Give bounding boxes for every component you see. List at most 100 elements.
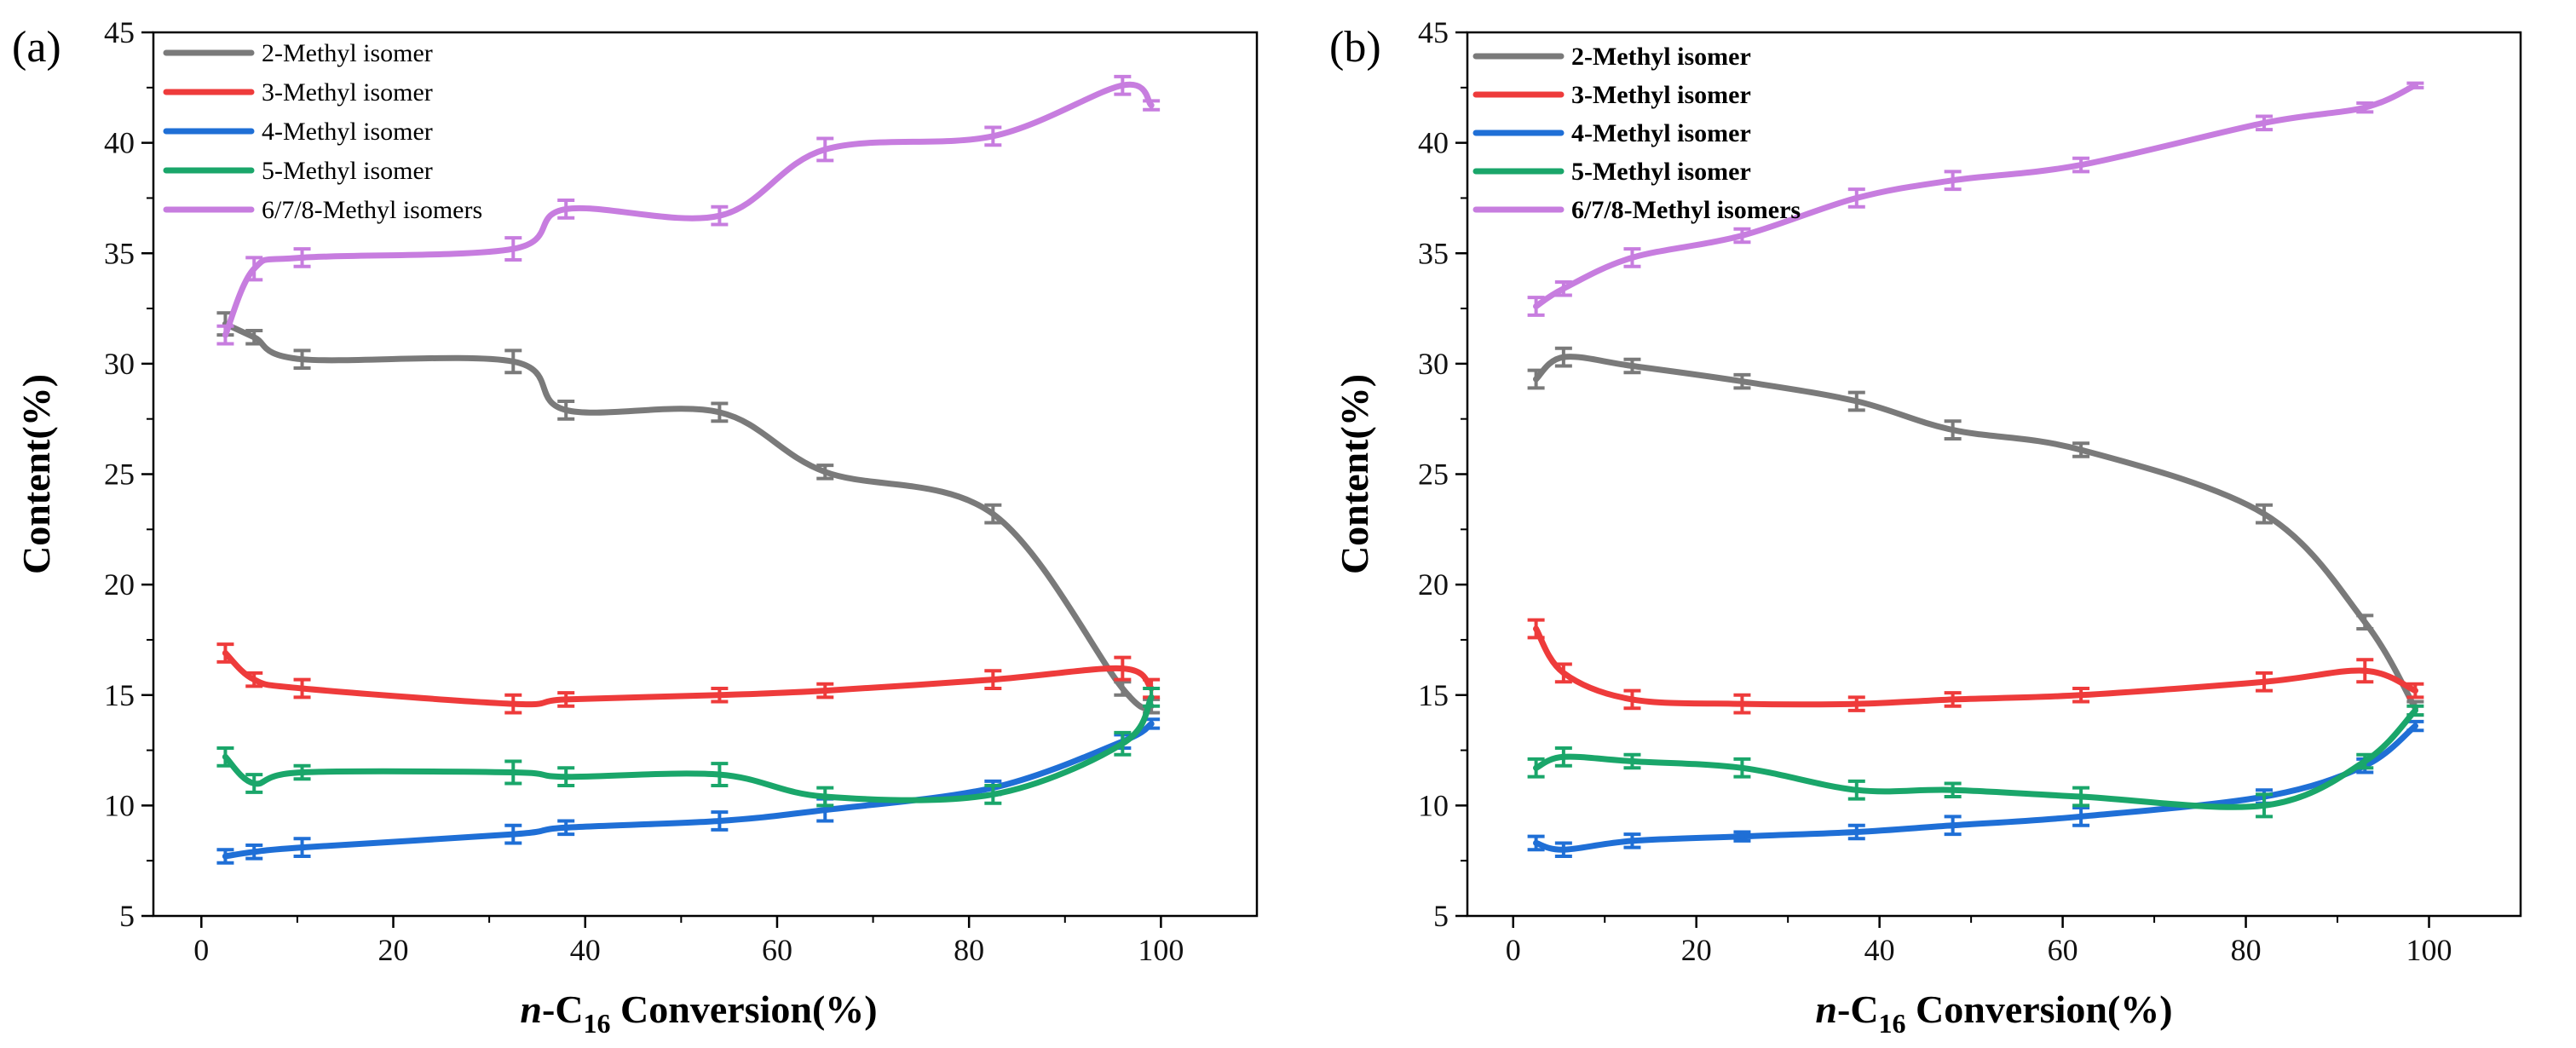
data-point [821,146,828,153]
data-point [1950,696,1956,703]
y-axis-title: Content(%) [14,374,58,574]
data-point [1853,828,1860,835]
x-axis-title-sub: 16 [1879,1008,1906,1039]
data-point [1738,233,1745,239]
data-point [716,212,723,219]
data-point [251,849,257,855]
data-point [1533,376,1540,383]
series-0 [216,311,1161,715]
data-point [2078,692,2084,699]
data-point [2261,802,2268,809]
data-point [2412,723,2418,729]
data-point [2261,678,2268,685]
data-point [1119,740,1126,747]
data-point [299,254,306,261]
data-point [1628,758,1635,765]
legend-label: 4-Methyl isomer [1571,119,1751,147]
data-point [821,469,828,475]
legend-label: 2-Methyl isomer [1571,43,1751,71]
data-point [1738,833,1745,840]
y-tick-label: 10 [1418,788,1449,822]
data-point [1560,753,1567,760]
y-tick-label: 40 [1418,126,1449,160]
data-point [989,133,996,140]
data-point [821,793,828,800]
data-point [562,824,569,831]
data-point [1950,786,1956,793]
data-point [2361,667,2368,674]
data-point [1628,696,1635,703]
data-point [1560,846,1567,853]
y-tick-label: 10 [104,788,135,822]
data-point [716,818,723,825]
series-3 [1527,704,2424,819]
x-axis-title-sep: -C [542,988,584,1031]
data-point [2361,758,2368,765]
data-point [1560,354,1567,360]
y-tick-label: 15 [1418,678,1449,712]
x-axis-title: n-C16 Conversion(%) [520,988,877,1039]
data-point [251,780,257,786]
data-point [2261,510,2268,517]
panel-b: 0 20 40 60 80 100 5 10 15 20 25 30 35 40 45 n-C16 Conve… [1329,15,2522,1039]
data-point [1853,194,1860,201]
series-line [1533,82,2418,309]
data-point [2261,119,2268,126]
data-point [1560,285,1567,292]
data-point [1738,378,1745,385]
data-point [2361,619,2368,625]
legend-label: 6/7/8-Methyl isomers [1571,196,1801,224]
data-point [2078,446,2084,453]
data-point [562,406,569,413]
data-point [222,753,228,760]
data-point [821,807,828,814]
series-line [1533,625,2418,708]
data-point [1738,764,1745,771]
data-point [1148,720,1155,727]
panel-a: 0 20 40 60 80 100 5 10 15 20 25 30 35 40 45 n-C16 Conve… [12,15,1259,1039]
data-point [1628,254,1635,261]
data-point [2078,813,2084,820]
data-point [562,205,569,212]
legend-label: 6/7/8-Methyl isomers [262,196,482,224]
series-4 [216,74,1161,346]
y-tick-label: 35 [1418,236,1449,270]
data-point [989,677,996,683]
legend-label: 3-Methyl isomer [1571,81,1751,109]
data-point [2412,82,2418,89]
legend-label: 3-Methyl isomer [262,78,433,107]
data-point [299,685,306,692]
data-point [2412,688,2418,694]
data-point [1533,764,1540,771]
y-tick-label: 20 [104,567,135,602]
data-point [1853,700,1860,707]
data-point [562,774,569,780]
data-point [1628,838,1635,844]
y-tick-label: 15 [104,678,135,712]
x-axis-title-suffix: Conversion(%) [1906,988,2173,1031]
data-point [299,356,306,363]
x-axis-title: n-C16 Conversion(%) [1815,988,2172,1039]
y-tick-label: 35 [104,236,135,270]
y-tick-label: 5 [1433,899,1449,933]
data-point [2078,162,2084,169]
series-1 [1527,618,2424,715]
x-tick-label: 40 [570,933,601,967]
series-line [1533,723,2418,853]
x-tick-label: 60 [762,933,792,967]
y-tick-label: 20 [1418,567,1449,602]
data-point [1533,625,1540,632]
data-point [1560,670,1567,677]
x-tick-label: 0 [1506,933,1521,967]
legend-label: 5-Methyl isomer [262,157,433,185]
data-point [1628,362,1635,369]
data-point [1533,302,1540,309]
x-axis-title-suffix: Conversion(%) [611,988,878,1031]
data-point [1148,694,1155,700]
data-point [1119,665,1126,672]
data-point [299,844,306,851]
data-point [2412,707,2418,714]
data-point [251,677,257,683]
x-tick-label: 60 [2048,933,2078,967]
